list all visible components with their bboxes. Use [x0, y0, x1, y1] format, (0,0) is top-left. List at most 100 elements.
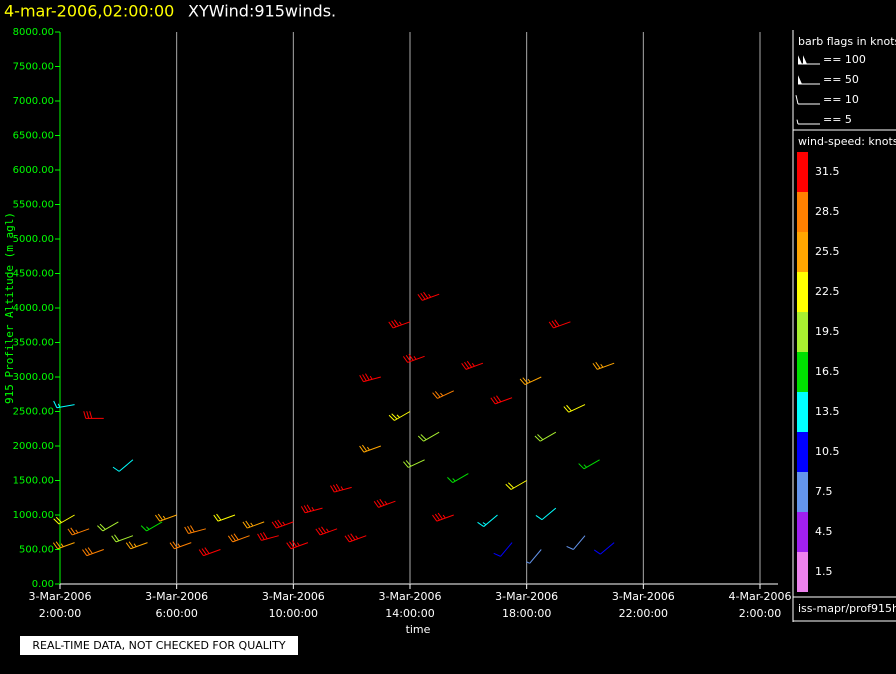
y-tick-label: 3500.00 [13, 338, 54, 349]
y-tick-label: 3000.00 [13, 372, 54, 383]
barb-stroke [89, 411, 93, 419]
barb-stroke [535, 515, 543, 521]
disclaimer: REAL-TIME DATA, NOT CHECKED FOR QUALITY [32, 639, 286, 652]
barb-stroke [177, 543, 181, 547]
barb-stroke [432, 514, 438, 522]
barb-stroke [75, 529, 79, 534]
barb-stroke [114, 534, 120, 542]
barb-stroke [362, 374, 367, 382]
y-tick-label: 4000.00 [13, 303, 54, 314]
barb-stroke [442, 514, 446, 519]
wind-barb [566, 535, 586, 550]
x-tick-label: 6:00:00 [155, 607, 197, 620]
barb-stroke [344, 535, 350, 543]
barb-stroke [566, 545, 574, 550]
wind-barb [795, 95, 820, 105]
barb-stroke [82, 549, 88, 556]
y-tick-label: 7000.00 [13, 96, 54, 107]
barb-stroke [464, 361, 470, 369]
barb-stroke [216, 513, 222, 521]
barb-stroke [551, 320, 557, 328]
barb-stroke [335, 483, 341, 491]
x-axis-label: time [406, 623, 431, 636]
barb-stroke [99, 523, 106, 530]
barb-stroke [291, 540, 298, 547]
wind-barb [578, 459, 600, 470]
barb-stroke [398, 321, 402, 326]
barb-stroke [187, 525, 192, 533]
wind-barb [257, 532, 279, 541]
barb-stroke [306, 504, 312, 512]
color-scale-swatch [797, 472, 808, 512]
barb-stroke [600, 542, 615, 555]
barb-stroke [86, 411, 90, 419]
barb-legend-label: == 100 [823, 53, 866, 66]
barb-stroke [583, 464, 587, 468]
barb-flag [798, 75, 802, 84]
y-tick-label: 8000.00 [13, 27, 54, 38]
barb-stroke [359, 374, 364, 382]
barb-stroke [391, 413, 398, 420]
barb-stroke [437, 512, 443, 520]
barb-stroke [201, 548, 207, 555]
wind-barb [53, 514, 75, 525]
color-scale-swatch [797, 512, 808, 552]
barb-stroke [56, 404, 75, 409]
barb-stroke [593, 549, 601, 555]
barb-flag [803, 55, 807, 64]
wind-barb [52, 541, 75, 550]
barb-stroke [190, 525, 195, 533]
barb-stroke [493, 552, 501, 557]
wind-barb [155, 513, 177, 522]
barb-stroke [53, 400, 58, 408]
barb-stroke [595, 361, 601, 369]
wind-barb [242, 520, 265, 529]
wind-barb [402, 354, 425, 363]
barb-stroke [274, 520, 280, 528]
barb-stroke [482, 522, 487, 526]
barb-stroke [146, 526, 150, 530]
barb-stroke [350, 533, 356, 541]
barb-stroke [250, 522, 254, 527]
wind-barb [97, 521, 119, 532]
barb-stroke [321, 526, 327, 534]
barb-stroke [169, 542, 175, 550]
barb-stroke [271, 521, 277, 529]
barb-legend-label: == 50 [823, 73, 859, 86]
barb-stroke [440, 392, 444, 397]
chart-title: XYWind:915winds. [188, 2, 336, 21]
wind-barb [111, 534, 134, 543]
barb-stroke [452, 478, 456, 482]
y-tick-label: 6500.00 [13, 131, 54, 142]
barb-stroke [420, 434, 427, 441]
x-tick-label: 18:00:00 [502, 607, 551, 620]
barb-stroke [55, 541, 61, 549]
barb-stroke [423, 291, 429, 299]
barb-stroke [600, 363, 604, 368]
x-tick-label: 22:00:00 [619, 607, 668, 620]
color-scale-swatch [797, 232, 808, 272]
barb-stroke [573, 535, 586, 550]
barb-stroke [260, 532, 265, 540]
wind-barb [490, 395, 513, 405]
barb-stroke [795, 95, 799, 105]
barb-stroke [434, 513, 441, 521]
barb-stroke [388, 414, 395, 421]
barb-stroke [227, 535, 234, 543]
barb-stroke [541, 507, 557, 521]
barb-stroke [60, 543, 64, 547]
wind-barb [125, 541, 148, 550]
wind-barb [184, 525, 206, 534]
x-tick-label: 3-Mar-2006 [145, 590, 208, 603]
barb-stroke [111, 535, 117, 543]
wind-barb [796, 119, 820, 125]
barb-stroke [326, 528, 330, 533]
x-tick-label: 2:00:00 [739, 607, 781, 620]
title-time: 4-mar-2006,02:00:00 [4, 2, 174, 21]
y-tick-label: 5000.00 [13, 234, 54, 245]
barb-stroke [361, 444, 368, 452]
barb-stroke [366, 446, 370, 451]
barb-stroke [315, 528, 321, 536]
wind-barb [315, 526, 338, 536]
